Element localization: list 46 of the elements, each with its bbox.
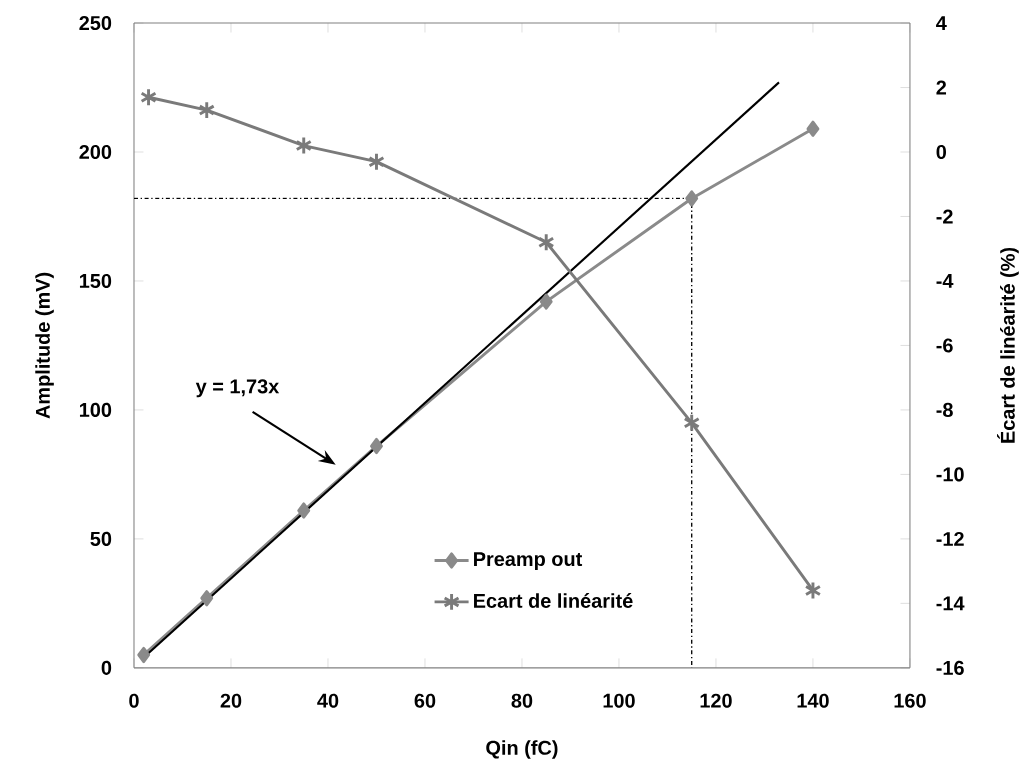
y-tick-label: 250 [79,15,112,31]
x-tick-label: 100 [603,693,635,708]
y2-tick-label: -6 [936,338,953,353]
point [200,590,214,607]
x-tick-label: 80 [511,693,533,708]
y-tick-label: 0 [101,660,112,675]
y-tick-label: 200 [79,144,112,159]
point [140,87,157,107]
y2-tick-label: 4 [936,16,947,30]
point [198,100,216,120]
x-tick-label: 160 [894,693,926,708]
y2-tick-label: 2 [936,80,947,95]
point [804,580,822,600]
y2-tick-label: -2 [936,209,953,224]
point [806,120,820,137]
x-tick-label: 120 [700,693,732,708]
annotation: y = 1,73x [195,379,280,398]
legend-label: Ecart de linéarité [474,593,633,608]
y2-tick-label: -8 [936,402,953,417]
x-tick-label: 20 [220,693,242,708]
y2-tick-label: -16 [936,660,964,675]
y2-tick-label: -14 [936,596,965,611]
y-tick-label: 100 [79,402,112,417]
y-tick-label: 150 [79,273,112,288]
y2-tick-label: 0 [936,144,946,159]
x-tick-label: 140 [797,693,829,708]
point [539,293,553,310]
point [537,232,555,252]
y2-axis-title: Écart de linéarité (%) [997,247,1019,443]
y2-tick-label: -12 [936,531,964,546]
x-tick-label: 0 [129,693,139,708]
point [685,190,699,207]
point [368,152,385,172]
y-tick-label: 50 [90,531,112,546]
y-axis-title: Amplitude (mV) [35,272,54,419]
y2-tick-label: -10 [936,467,964,482]
x-tick-label: 60 [414,693,436,708]
point [137,646,151,663]
point [370,437,383,455]
legend-label: Preamp out [474,552,583,570]
x-axis-title: Qin (fC) [486,740,558,759]
x-tick-label: 40 [317,693,339,708]
point [295,136,313,155]
point [297,502,311,519]
y2-tick-label: -4 [936,274,954,288]
point [683,413,701,433]
